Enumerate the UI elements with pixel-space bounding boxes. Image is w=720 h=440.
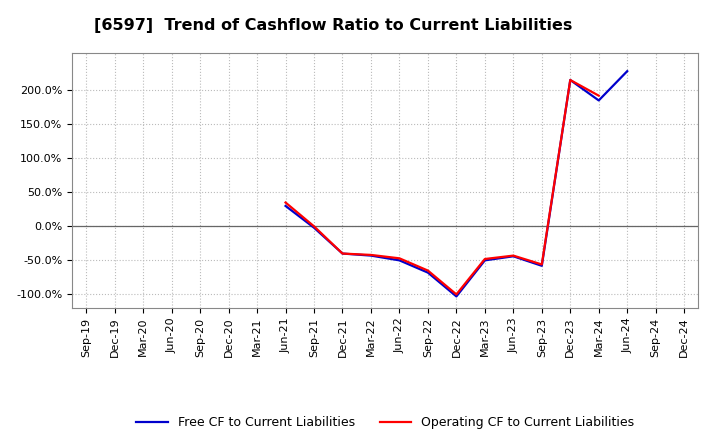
Operating CF to Current Liabilities [480, 257, 489, 262]
Operating CF to Current Liabilities [566, 77, 575, 83]
Operating CF to Current Liabilities [537, 262, 546, 267]
Operating CF to Current Liabilities [595, 93, 603, 98]
Free CF to Current Liabilities [282, 203, 290, 209]
Line: Operating CF to Current Liabilities: Operating CF to Current Liabilities [286, 80, 599, 294]
Operating CF to Current Liabilities [509, 253, 518, 258]
Free CF to Current Liabilities [395, 258, 404, 263]
Legend: Free CF to Current Liabilities, Operating CF to Current Liabilities: Free CF to Current Liabilities, Operatin… [131, 411, 639, 434]
Operating CF to Current Liabilities [310, 224, 318, 229]
Operating CF to Current Liabilities [452, 292, 461, 297]
Free CF to Current Liabilities [595, 98, 603, 103]
Free CF to Current Liabilities [537, 263, 546, 268]
Operating CF to Current Liabilities [366, 252, 375, 257]
Free CF to Current Liabilities [509, 253, 518, 259]
Free CF to Current Liabilities [423, 270, 432, 275]
Operating CF to Current Liabilities [282, 200, 290, 205]
Operating CF to Current Liabilities [395, 256, 404, 261]
Text: [6597]  Trend of Cashflow Ratio to Current Liabilities: [6597] Trend of Cashflow Ratio to Curren… [94, 18, 572, 33]
Free CF to Current Liabilities [452, 294, 461, 299]
Free CF to Current Liabilities [480, 258, 489, 263]
Line: Free CF to Current Liabilities: Free CF to Current Liabilities [286, 71, 627, 297]
Operating CF to Current Liabilities [423, 268, 432, 273]
Free CF to Current Liabilities [566, 77, 575, 83]
Operating CF to Current Liabilities [338, 251, 347, 256]
Free CF to Current Liabilities [623, 69, 631, 74]
Free CF to Current Liabilities [310, 225, 318, 230]
Free CF to Current Liabilities [366, 253, 375, 258]
Free CF to Current Liabilities [338, 251, 347, 256]
